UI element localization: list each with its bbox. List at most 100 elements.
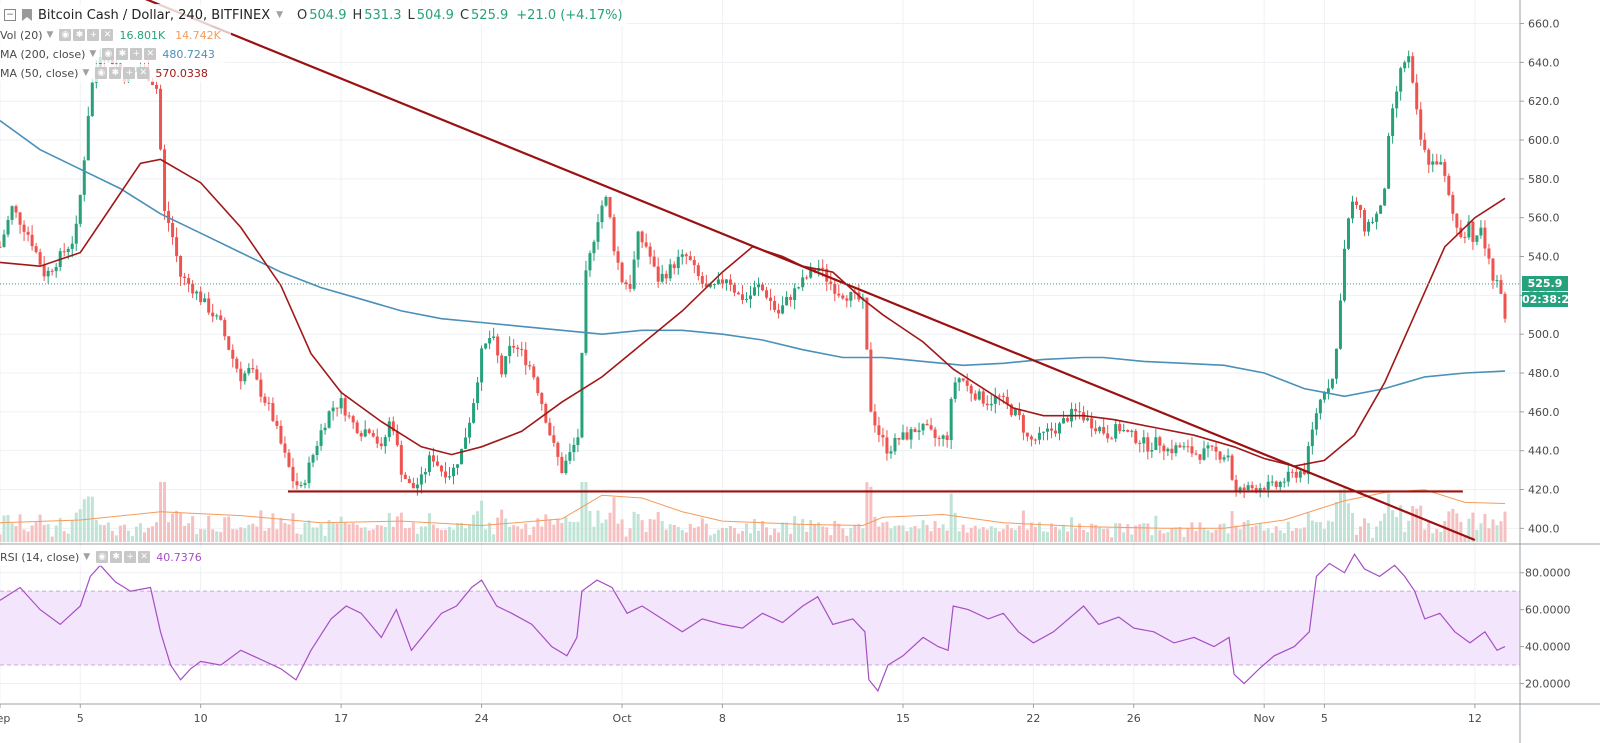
volume-bar (961, 524, 965, 542)
candle-body (1033, 439, 1037, 441)
volume-bar (993, 527, 997, 542)
candle-body (1282, 481, 1286, 483)
candle-body (1439, 162, 1443, 165)
rsi-name[interactable]: RSI (14, close) (0, 550, 80, 564)
volume-bar (484, 529, 488, 542)
volume-bar (58, 518, 62, 542)
close-icon[interactable]: ✕ (138, 551, 151, 563)
candle-body (1455, 213, 1459, 228)
volume-bar (1178, 526, 1182, 542)
ma200-caret-icon[interactable]: ▼ (89, 49, 97, 59)
volume-bar (1463, 536, 1467, 542)
plus-icon[interactable]: + (130, 48, 143, 60)
volume-bar (1383, 513, 1387, 542)
eye-icon[interactable]: ◉ (59, 29, 72, 41)
ma200-legend[interactable]: MA (200, close) ▼ ◉ ✱ + ✕ 480.7243 (0, 45, 225, 63)
plus-icon[interactable]: + (123, 67, 136, 79)
ma50-caret-icon[interactable]: ▼ (82, 68, 90, 78)
volume-bar (1230, 511, 1234, 542)
volume-bar (295, 533, 299, 542)
close-icon[interactable]: ✕ (137, 67, 150, 79)
candle-body (504, 356, 508, 375)
vol-legend[interactable]: Vol (20) ▼ ◉ ✱ + ✕ 16.801K 14.742K (0, 26, 231, 44)
candle-body (263, 396, 267, 403)
vol-caret-icon[interactable]: ▼ (46, 30, 54, 40)
volume-bar (1499, 521, 1503, 542)
time-tick-label: 24 (475, 712, 489, 725)
volume-bar (327, 520, 331, 542)
candle-body (452, 467, 456, 477)
volume-bar (716, 529, 720, 542)
symbol-caret-icon[interactable]: ▼ (276, 10, 284, 20)
rsi-line (0, 553, 1506, 693)
volume-bar (1322, 528, 1326, 542)
candle-body (34, 246, 38, 253)
volume-bar (660, 521, 664, 542)
rsi-legend[interactable]: RSI (14, close) ▼ ◉ ✱ + ✕ 40.7376 (0, 548, 212, 566)
volume-bar (720, 528, 724, 542)
candle-body (1214, 446, 1218, 452)
volume-bar (873, 516, 877, 542)
candle-body (423, 472, 427, 475)
volume-bar (54, 525, 58, 542)
candle-body (732, 284, 736, 293)
volume-bar (227, 516, 231, 542)
gear-icon[interactable]: ✱ (109, 67, 122, 79)
ma50-name[interactable]: MA (50, close) (0, 66, 79, 80)
close-icon[interactable]: ✕ (144, 48, 157, 60)
candle-body (885, 437, 889, 454)
gear-icon[interactable]: ✱ (116, 48, 129, 60)
eye-icon[interactable]: ◉ (95, 67, 108, 79)
gear-icon[interactable]: ✱ (110, 551, 123, 563)
candle-body (243, 373, 247, 382)
volume-bar (809, 520, 813, 542)
volume-bar (600, 523, 604, 542)
volume-bar (989, 526, 993, 542)
candle-body (22, 224, 26, 232)
volume-bar (1114, 523, 1118, 542)
volume-bar (399, 512, 403, 542)
candle-body (909, 429, 913, 440)
candle-body (845, 298, 849, 301)
rsi-caret-icon[interactable]: ▼ (83, 552, 91, 562)
volume-bar (335, 523, 339, 542)
candle-body (889, 451, 893, 454)
flag-icon[interactable] (22, 9, 32, 21)
candle-body (1054, 430, 1058, 434)
close-icon[interactable]: ✕ (101, 29, 114, 41)
symbol-name[interactable]: Bitcoin Cash / Dollar, 240, BITFINEX (38, 7, 271, 23)
eye-icon[interactable]: ◉ (96, 551, 109, 563)
gear-icon[interactable]: ✱ (73, 29, 86, 41)
volume-bar (1162, 533, 1166, 542)
volume-bar (50, 536, 54, 542)
volume-bar (1142, 523, 1146, 542)
volume-bar (435, 528, 439, 542)
candle-body (572, 444, 576, 453)
volume-bar (480, 500, 484, 542)
candle-body (1278, 481, 1282, 487)
candle-body (1029, 436, 1033, 440)
vol-name[interactable]: Vol (20) (0, 28, 43, 42)
plus-icon[interactable]: + (124, 551, 137, 563)
ma50-legend[interactable]: MA (50, close) ▼ ◉ ✱ + ✕ 570.0338 (0, 64, 218, 82)
eye-icon[interactable]: ◉ (102, 48, 115, 60)
candle-body (692, 259, 696, 266)
candle-body (740, 294, 744, 300)
candle-body (969, 385, 973, 394)
rsi-value: 40.7376 (156, 550, 202, 564)
candle-body (568, 452, 572, 461)
candle-body (684, 254, 688, 257)
candle-body (151, 80, 155, 85)
ma200-name[interactable]: MA (200, close) (0, 47, 86, 61)
candle-body (917, 430, 921, 433)
collapse-icon[interactable]: − (4, 9, 16, 21)
candle-body (1246, 485, 1250, 491)
candle-body (793, 288, 797, 300)
volume-bar (921, 520, 925, 542)
candle-body (1310, 429, 1314, 447)
plus-icon[interactable]: + (87, 29, 100, 41)
candle-body (1274, 481, 1278, 487)
volume-bar (897, 525, 901, 542)
